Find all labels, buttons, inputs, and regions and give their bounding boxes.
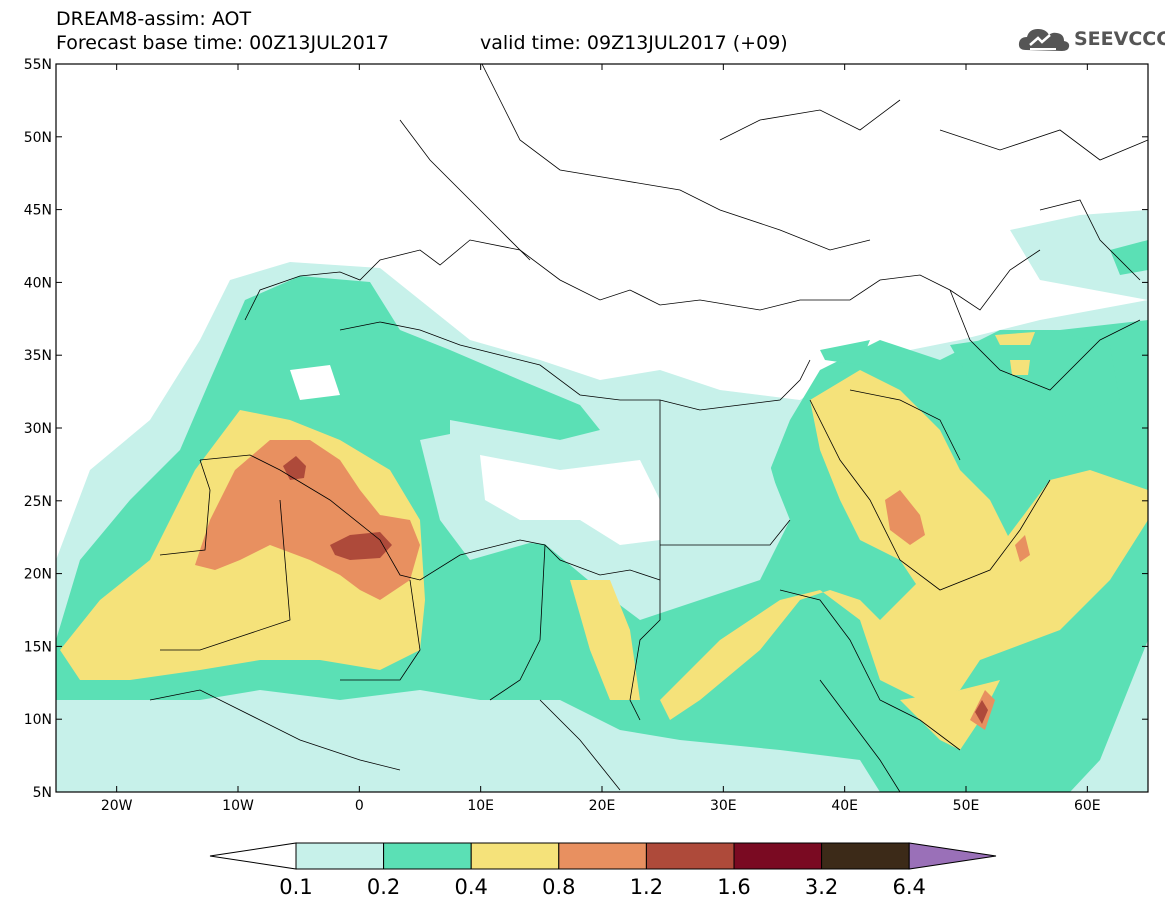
colorbar-segment xyxy=(470,842,560,870)
cloud-icon xyxy=(1018,29,1070,51)
colorbar-label: 1.6 xyxy=(717,875,750,899)
colorbar-segment xyxy=(295,842,385,870)
colorbar-label: 0.8 xyxy=(542,875,575,899)
aot-field xyxy=(56,64,1148,792)
colorbar: 0.1 0.2 0.4 0.8 1.2 1.6 3.2 6.4 xyxy=(209,842,997,899)
colorbar-segment xyxy=(733,842,823,870)
aot-band-0.8 xyxy=(195,440,1030,730)
colorbar-label: 3.2 xyxy=(805,875,838,899)
lat-tick-label: 25N xyxy=(24,494,52,510)
latitude-axis: 55N 50N 45N 40N 35N 30N 25N 20N 15N 10N 5N xyxy=(24,57,1148,801)
colorbar-label: 6.4 xyxy=(892,875,925,899)
coastlines-borders xyxy=(149,64,1148,792)
lat-tick-label: 10N xyxy=(24,712,52,728)
lat-tick-label: 35N xyxy=(24,348,52,364)
lon-tick-label: 10E xyxy=(467,798,494,814)
lon-tick-label: 20W xyxy=(101,798,133,814)
forecast-base-time: Forecast base time: 00Z13JUL2017 xyxy=(56,32,389,54)
colorbar-segment xyxy=(821,842,910,870)
lon-tick-label: 60E xyxy=(1074,798,1101,814)
aot-band-clear xyxy=(290,365,660,545)
lat-tick-label: 20N xyxy=(24,567,52,583)
lon-tick-label: 30E xyxy=(710,798,737,814)
lat-tick-label: 5N xyxy=(33,785,52,801)
valid-time: valid time: 09Z13JUL2017 (+09) xyxy=(480,32,788,54)
colorbar-label: 1.2 xyxy=(630,875,663,899)
lat-tick-label: 40N xyxy=(24,275,52,291)
lat-tick-label: 30N xyxy=(24,421,52,437)
colorbar-label: 0.1 xyxy=(279,875,312,899)
colorbar-segment xyxy=(558,842,647,870)
lat-tick-label: 45N xyxy=(24,203,52,219)
aot-band-1.2 xyxy=(283,456,988,724)
lat-tick-label: 50N xyxy=(24,130,52,146)
map-title: DREAM8-assim: AOT xyxy=(56,8,252,30)
lon-tick-label: 40E xyxy=(831,798,858,814)
longitude-axis: 20W 10W 0 10E 20E 30E 40E 50E 60E xyxy=(101,64,1101,814)
lat-tick-label: 55N xyxy=(24,57,52,73)
colorbar-label: 0.4 xyxy=(454,875,487,899)
colorbar-segment xyxy=(383,842,472,870)
seevccc-logo: SEEVCCC xyxy=(1016,22,1165,58)
lon-tick-label: 10W xyxy=(222,798,254,814)
colorbar-segment xyxy=(645,842,735,870)
lon-tick-label: 20E xyxy=(589,798,616,814)
colorbar-arrow-low xyxy=(209,842,297,870)
lon-tick-label: 0 xyxy=(355,798,364,814)
colorbar-label: 0.2 xyxy=(367,875,400,899)
lat-tick-label: 15N xyxy=(24,639,52,655)
colorbar-arrow-high xyxy=(908,842,997,870)
lon-tick-label: 50E xyxy=(953,798,980,814)
logo-text: SEEVCCC xyxy=(1074,28,1165,50)
